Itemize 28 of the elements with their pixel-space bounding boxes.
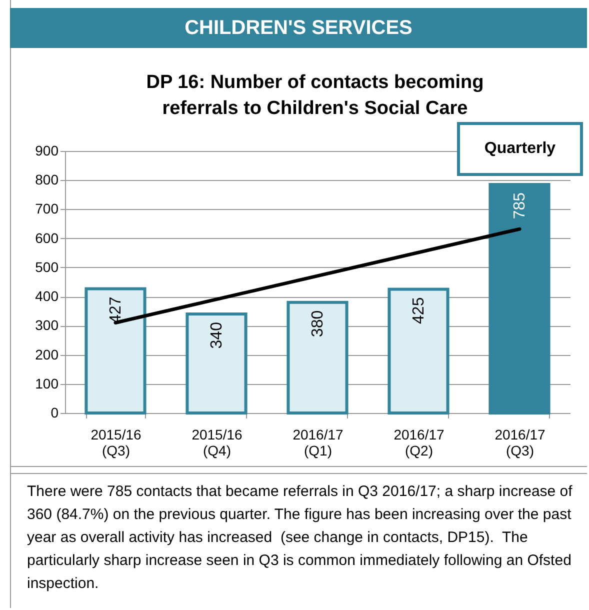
bar [388, 288, 450, 414]
y-tick-label: 100 [35, 375, 59, 392]
y-tick-label: 800 [35, 172, 59, 188]
x-tick-label: 2015/16 (Q4) [192, 426, 243, 458]
bar [488, 182, 550, 414]
y-tick-label: 0 [50, 404, 59, 420]
bar [186, 312, 248, 414]
bar [84, 287, 146, 414]
x-tick-label: 2016/17 (Q1) [292, 426, 344, 458]
label-box: Quarterly [457, 122, 583, 176]
data-label: 340 [208, 322, 226, 349]
y-tick-label: 900 [35, 142, 59, 158]
y-tick-label: 300 [35, 317, 59, 334]
data-label: 785 [512, 192, 528, 220]
x-tick-label: 2016/17 (Q3) [494, 426, 546, 458]
chart-title: DP 16: Number of contacts becoming referrals to Children's Social Care [145, 71, 485, 121]
x-tick-label: 2015/16 (Q3) [90, 426, 142, 458]
bar [286, 300, 348, 414]
text: CHILDREN'S SERVICES [10, 8, 587, 48]
y-tick-label: 500 [35, 258, 59, 275]
text: There were 785 contacts that became referrals in Q3 2016/17; a sharp increase of 360 (84.7%) on the previous quarter. The figure has been increasing over the past year as overall activity has increased (see change in contacts, DP15). The particularly sharp increase seen in Q3 is common immediately following an Ofsted inspection. [27, 482, 574, 594]
data-label: 380 [310, 310, 326, 338]
y-tick-label: 600 [35, 230, 59, 246]
y-tick-label: 400 [35, 288, 59, 304]
y-tick-label: 200 [35, 346, 59, 362]
data-label: 425 [410, 297, 428, 324]
x-tick-label: 2016/17 (Q2) [394, 426, 445, 458]
y-tick-label: 700 [35, 200, 59, 217]
